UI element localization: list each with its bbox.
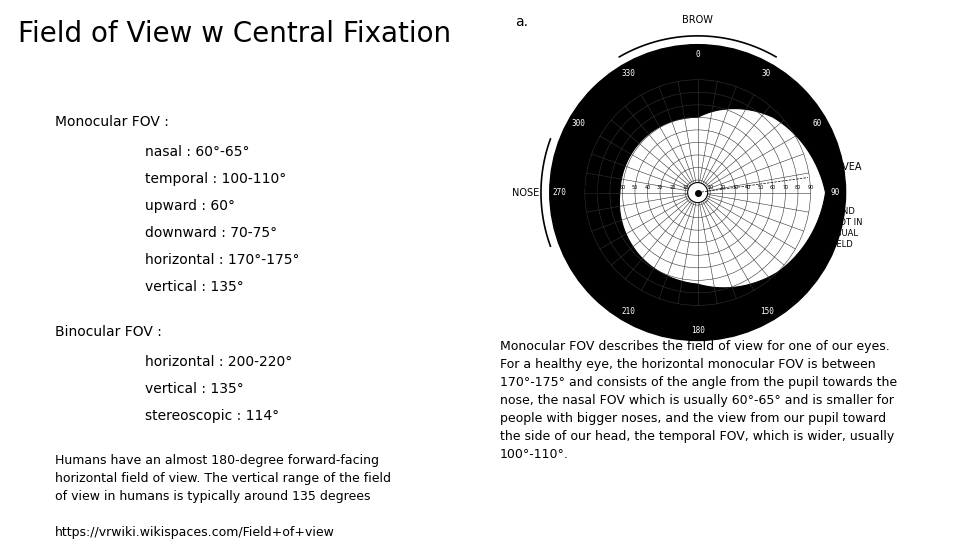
Text: 10: 10 — [682, 185, 688, 190]
Circle shape — [687, 183, 708, 202]
Text: 20: 20 — [720, 185, 726, 190]
Text: 90: 90 — [831, 188, 840, 197]
Text: temporal : 100-110°: temporal : 100-110° — [145, 172, 286, 186]
Text: 50: 50 — [632, 185, 638, 190]
Text: 60: 60 — [619, 185, 626, 190]
Text: 30: 30 — [762, 69, 771, 78]
Polygon shape — [619, 109, 826, 288]
Text: a.: a. — [515, 15, 528, 29]
Text: 50: 50 — [757, 185, 763, 190]
Text: BROW: BROW — [683, 15, 713, 24]
Text: 210: 210 — [622, 307, 636, 316]
Text: BLIND
SPOT IN
VISUAL
FIELD: BLIND SPOT IN VISUAL FIELD — [829, 206, 863, 249]
Text: Field of View w Central Fixation: Field of View w Central Fixation — [18, 20, 451, 48]
Text: 20: 20 — [669, 185, 676, 190]
Text: horizontal : 200-220°: horizontal : 200-220° — [145, 355, 292, 369]
Text: upward : 60°: upward : 60° — [145, 199, 235, 213]
Text: 60: 60 — [812, 119, 822, 128]
Circle shape — [550, 45, 846, 341]
Text: 80: 80 — [795, 185, 801, 190]
Text: Monocular FOV :: Monocular FOV : — [55, 115, 169, 129]
Text: 40: 40 — [644, 185, 651, 190]
Text: 270: 270 — [553, 188, 566, 197]
Text: 150: 150 — [759, 307, 774, 316]
Text: Humans have an almost 180-degree forward-facing
horizontal field of view. The ve: Humans have an almost 180-degree forward… — [55, 454, 391, 503]
Text: downward : 70-75°: downward : 70-75° — [145, 226, 277, 240]
Text: Binocular FOV :: Binocular FOV : — [55, 325, 162, 339]
Text: 90: 90 — [582, 185, 588, 190]
Text: FOVEA: FOVEA — [829, 163, 862, 172]
Text: 70: 70 — [607, 185, 613, 190]
Text: vertical : 135°: vertical : 135° — [145, 280, 244, 294]
Text: 80: 80 — [594, 185, 601, 190]
Text: nasal : 60°-65°: nasal : 60°-65° — [145, 145, 250, 159]
Text: NOSE: NOSE — [512, 187, 540, 198]
Text: Monocular FOV describes the field of view for one of our eyes.
For a healthy eye: Monocular FOV describes the field of vie… — [500, 340, 898, 461]
Text: 0: 0 — [695, 50, 700, 59]
Text: 70: 70 — [782, 185, 788, 190]
Text: https://vrwiki.wikispaces.com/Field+of+view: https://vrwiki.wikispaces.com/Field+of+v… — [55, 526, 335, 539]
Text: stereoscopic : 114°: stereoscopic : 114° — [145, 409, 279, 423]
Text: 90: 90 — [807, 185, 813, 190]
Text: vertical : 135°: vertical : 135° — [145, 382, 244, 396]
Text: 270: 270 — [588, 190, 600, 195]
Text: horizontal : 170°-175°: horizontal : 170°-175° — [145, 253, 300, 267]
Text: 300: 300 — [571, 119, 586, 128]
Text: 60: 60 — [770, 185, 776, 190]
Text: 180: 180 — [691, 326, 705, 335]
Text: 40: 40 — [745, 185, 751, 190]
Text: 10: 10 — [708, 185, 713, 190]
Text: 30: 30 — [657, 185, 663, 190]
Text: 30: 30 — [732, 185, 738, 190]
Text: 330: 330 — [622, 69, 636, 78]
